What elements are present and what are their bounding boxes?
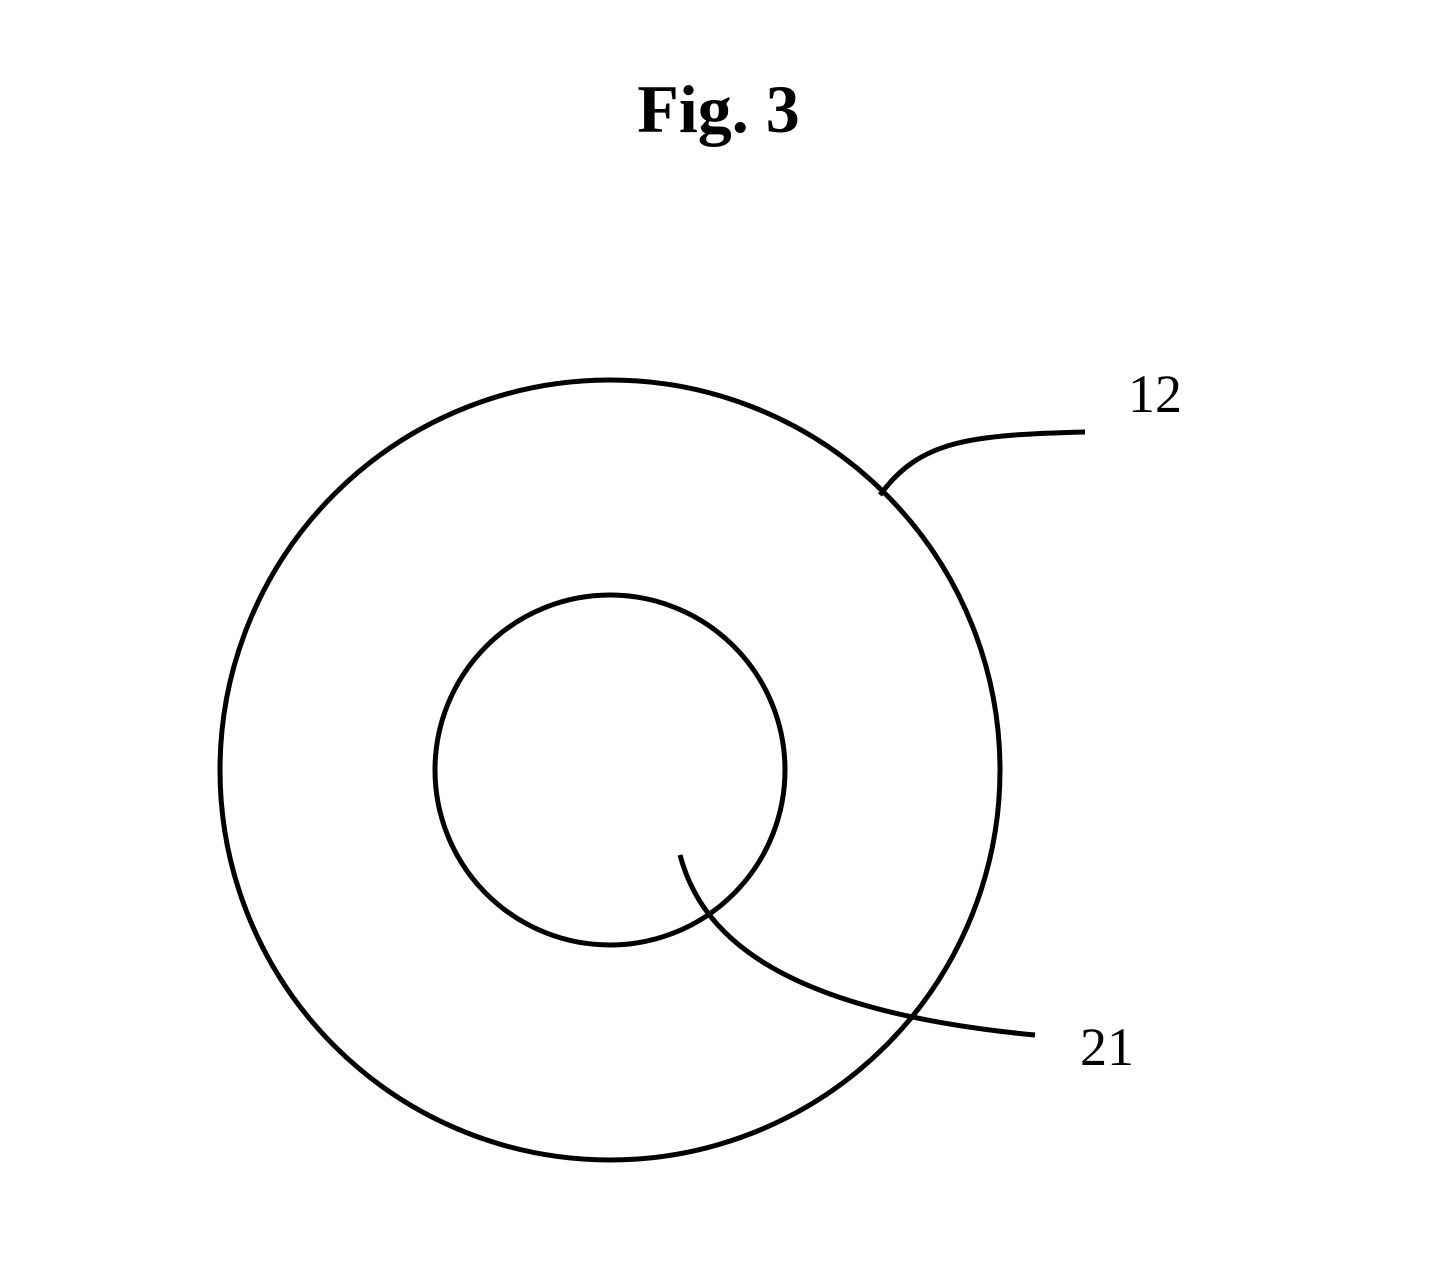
label-inner-text: 21 <box>1080 1017 1134 1077</box>
figure-container: Fig. 3 12 21 <box>0 0 1437 1280</box>
inner-circle <box>435 595 785 945</box>
label-outer-text: 12 <box>1128 364 1182 424</box>
diagram-svg: 12 21 <box>0 0 1437 1280</box>
outer-circle <box>220 380 1000 1160</box>
leader-line-outer <box>880 432 1085 495</box>
